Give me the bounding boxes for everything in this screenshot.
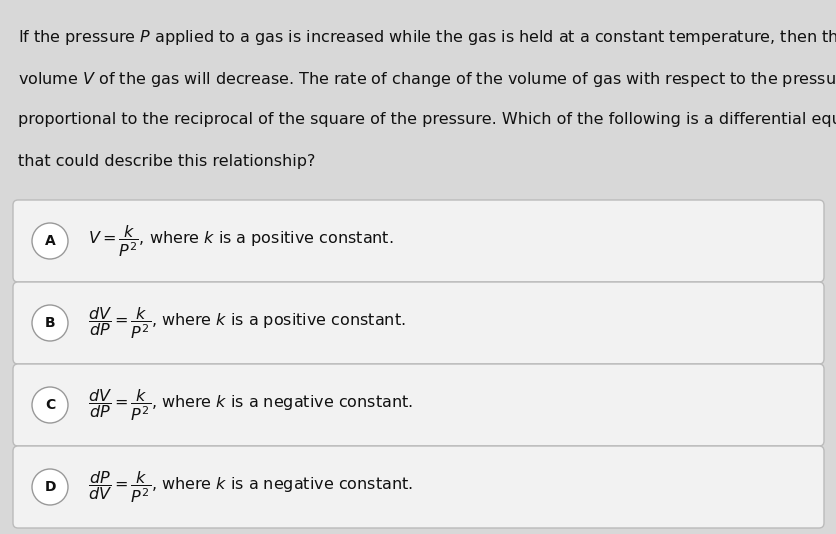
FancyBboxPatch shape — [13, 282, 823, 364]
Circle shape — [32, 387, 68, 423]
Circle shape — [32, 305, 68, 341]
Text: $V = \dfrac{k}{P^2}$, where $k$ is a positive constant.: $V = \dfrac{k}{P^2}$, where $k$ is a pos… — [88, 223, 393, 259]
FancyBboxPatch shape — [13, 364, 823, 446]
Text: that could describe this relationship?: that could describe this relationship? — [18, 154, 315, 169]
Text: If the pressure $P$ applied to a gas is increased while the gas is held at a con: If the pressure $P$ applied to a gas is … — [18, 28, 836, 47]
Text: A: A — [44, 234, 55, 248]
Circle shape — [32, 469, 68, 505]
FancyBboxPatch shape — [13, 446, 823, 528]
Text: B: B — [44, 316, 55, 330]
Text: $\dfrac{dV}{dP} = \dfrac{k}{P^2}$, where $k$ is a negative constant.: $\dfrac{dV}{dP} = \dfrac{k}{P^2}$, where… — [88, 387, 412, 423]
Text: $\dfrac{dV}{dP} = \dfrac{k}{P^2}$, where $k$ is a positive constant.: $\dfrac{dV}{dP} = \dfrac{k}{P^2}$, where… — [88, 305, 405, 341]
Text: volume $V$ of the gas will decrease. The rate of change of the volume of gas wit: volume $V$ of the gas will decrease. The… — [18, 70, 836, 89]
Text: proportional to the reciprocal of the square of the pressure. Which of the follo: proportional to the reciprocal of the sq… — [18, 112, 836, 127]
Circle shape — [32, 223, 68, 259]
FancyBboxPatch shape — [13, 200, 823, 282]
Text: D: D — [44, 480, 56, 494]
Text: C: C — [45, 398, 55, 412]
Text: $\dfrac{dP}{dV} = \dfrac{k}{P^2}$, where $k$ is a negative constant.: $\dfrac{dP}{dV} = \dfrac{k}{P^2}$, where… — [88, 469, 412, 505]
